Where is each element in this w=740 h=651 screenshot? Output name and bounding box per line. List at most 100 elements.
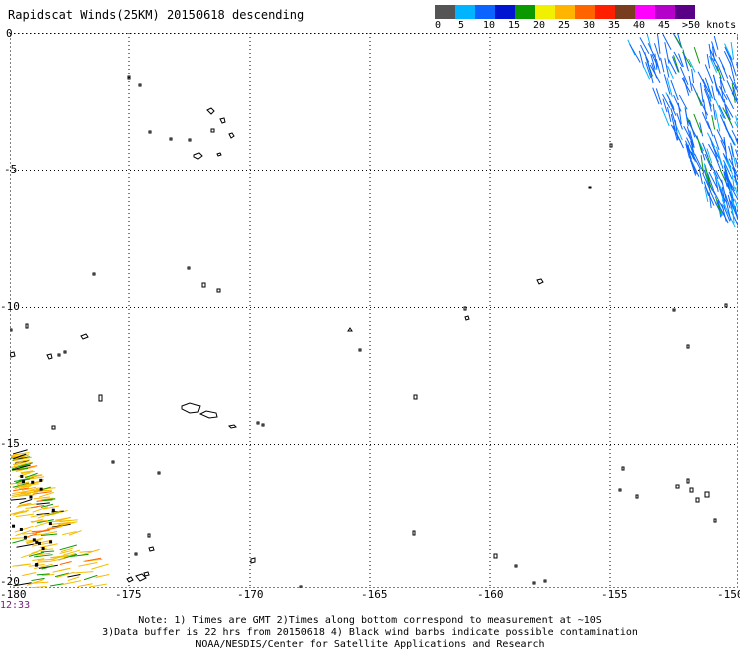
wind-barb xyxy=(13,510,29,515)
island xyxy=(58,354,60,356)
wind-barb xyxy=(12,539,27,543)
colorbar-segment xyxy=(655,5,675,19)
island xyxy=(81,334,88,339)
island xyxy=(673,309,675,311)
colorbar-segment xyxy=(455,5,475,19)
island xyxy=(610,144,612,147)
island xyxy=(229,133,234,138)
colorbar-label: 10 xyxy=(483,20,495,31)
island-outlines xyxy=(10,76,727,588)
island xyxy=(348,328,352,331)
island xyxy=(211,129,214,132)
wind-barb xyxy=(657,33,660,53)
wind-barb xyxy=(78,563,97,567)
island xyxy=(696,498,699,502)
island xyxy=(622,467,624,470)
colorbar-segment xyxy=(535,5,555,19)
island xyxy=(99,395,102,401)
island xyxy=(687,479,689,483)
time-label: 12:33 xyxy=(0,600,30,611)
map-title: Rapidscat Winds(25KM) 20150618 descendin… xyxy=(8,8,304,22)
island xyxy=(189,139,191,141)
island xyxy=(39,479,42,482)
colorbar-label: 25 xyxy=(558,20,570,31)
island xyxy=(229,425,236,428)
island xyxy=(217,153,221,156)
island xyxy=(494,554,497,558)
wind-barb xyxy=(715,110,719,131)
island xyxy=(35,564,38,567)
wind-barb xyxy=(78,584,93,587)
wind-barb xyxy=(714,36,718,50)
island xyxy=(139,84,141,86)
island xyxy=(10,329,12,331)
island xyxy=(29,496,32,499)
island xyxy=(515,565,517,567)
island xyxy=(149,131,151,133)
island xyxy=(52,509,55,512)
footnote: Note: 1) Times are GMT 2)Times along bot… xyxy=(0,615,740,651)
island xyxy=(149,547,154,551)
wind-barb xyxy=(96,574,109,577)
island xyxy=(414,395,417,399)
colorbar-segment xyxy=(635,5,655,19)
island xyxy=(690,488,693,492)
island xyxy=(725,304,727,307)
wind-barb xyxy=(53,569,69,573)
wind-barb xyxy=(694,47,699,63)
island xyxy=(127,577,133,582)
island xyxy=(64,351,66,353)
island xyxy=(33,538,36,541)
wind-barb xyxy=(67,575,80,577)
island xyxy=(465,316,469,320)
wind-barb xyxy=(722,65,727,78)
wind-barb xyxy=(713,104,715,120)
island xyxy=(112,461,114,463)
wind-barb xyxy=(726,94,733,109)
wind-barb xyxy=(684,54,689,71)
colorbar-label: 20 xyxy=(533,20,545,31)
island xyxy=(359,349,361,351)
wind-barb xyxy=(16,544,35,547)
island xyxy=(533,582,535,584)
wind-barb xyxy=(63,581,81,585)
colorbar-label: 5 xyxy=(458,20,464,31)
island xyxy=(170,138,172,140)
island xyxy=(49,540,52,543)
colorbar-segment xyxy=(475,5,495,19)
wind-barb xyxy=(699,169,702,184)
island xyxy=(220,118,225,123)
colorbar-segment xyxy=(575,5,595,19)
island xyxy=(257,422,259,424)
wind-barb xyxy=(22,573,36,576)
island xyxy=(207,108,214,114)
colorbar-label: 30 xyxy=(583,20,595,31)
colorbar-label: >50 knots xyxy=(682,20,736,31)
colorbar-segment xyxy=(495,5,515,19)
map-canvas xyxy=(10,33,738,588)
island xyxy=(687,345,689,348)
wind-barb xyxy=(90,584,107,587)
plot-frame xyxy=(11,34,738,588)
colorbar-segment xyxy=(595,5,615,19)
wind-barb xyxy=(16,514,34,517)
wind-barb xyxy=(630,44,641,62)
colorbar-label: 40 xyxy=(633,20,645,31)
footnote-line-1: Note: 1) Times are GMT 2)Times along bot… xyxy=(0,615,740,627)
island xyxy=(619,489,621,491)
wind-barb xyxy=(656,88,661,104)
wind-barb xyxy=(709,56,716,73)
wind-barb xyxy=(41,551,54,552)
island xyxy=(26,324,28,328)
colorbar-label: 35 xyxy=(608,20,620,31)
island xyxy=(10,352,15,357)
island xyxy=(537,279,543,284)
lat-lon-grid xyxy=(10,33,738,588)
island xyxy=(589,187,591,188)
wind-barb xyxy=(679,95,687,109)
wind-barb xyxy=(667,95,674,110)
wind-barb xyxy=(663,34,671,50)
island xyxy=(636,495,638,498)
wind-barb xyxy=(713,75,719,95)
island xyxy=(93,273,95,275)
